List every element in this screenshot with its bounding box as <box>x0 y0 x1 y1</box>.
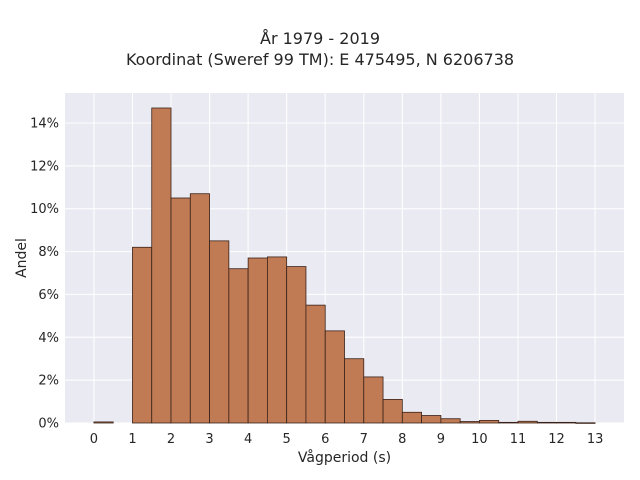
x-tick-label: 12 <box>548 432 565 447</box>
x-tick-label: 5 <box>283 432 291 447</box>
bars-group <box>93 107 596 424</box>
histogram-bar <box>401 411 423 424</box>
histogram-bar <box>556 421 577 424</box>
y-tick-label: 0% <box>38 417 59 432</box>
histogram-bar <box>247 257 268 424</box>
histogram-bar <box>151 107 172 424</box>
x-tick-label: 1 <box>128 432 136 447</box>
histogram-bar <box>228 268 249 424</box>
histogram-bar <box>498 421 519 424</box>
histogram-bar <box>266 256 288 424</box>
x-tick-label: 9 <box>437 432 445 447</box>
histogram-bar <box>421 415 442 424</box>
histogram-bar <box>440 418 461 424</box>
x-tick-label: 6 <box>321 432 329 447</box>
x-axis-label: Vågperiod (s) <box>298 449 391 466</box>
y-tick-label: 4% <box>38 331 59 346</box>
y-tick-label: 10% <box>30 202 59 217</box>
histogram-bar <box>324 330 345 424</box>
histogram-bar <box>536 421 557 424</box>
histogram-bar <box>132 246 153 424</box>
histogram-bar <box>209 240 230 424</box>
histogram-bar <box>170 197 191 424</box>
histogram-bar <box>575 422 596 424</box>
histogram-bar <box>286 266 307 424</box>
x-tick-label: 8 <box>398 432 406 447</box>
x-tick-label: 4 <box>244 432 252 447</box>
y-tick-label: 14% <box>30 117 59 132</box>
y-tick-label: 6% <box>38 288 59 303</box>
histogram-bar <box>93 421 114 424</box>
histogram-bar <box>305 304 326 424</box>
histogram-bar <box>189 193 210 424</box>
x-tick-label: 11 <box>510 432 527 447</box>
x-tick-label: 3 <box>205 432 213 447</box>
histogram-bar <box>382 399 403 424</box>
chart-title-line1: År 1979 - 2019 <box>260 29 380 48</box>
x-tick-label: 7 <box>360 432 368 447</box>
x-tick-label: 10 <box>471 432 488 447</box>
x-tick-label: 0 <box>90 432 98 447</box>
histogram-bar <box>344 358 365 424</box>
chart-title-line2: Koordinat (Sweref 99 TM): E 475495, N 62… <box>125 50 515 69</box>
histogram-bar <box>459 421 480 424</box>
y-tick-label: 8% <box>38 245 59 260</box>
y-axis-label: Andel <box>14 238 30 278</box>
histogram-bar <box>517 420 538 424</box>
x-tick-labels: 0 1 2 3 4 5 6 7 8 9 10 11 12 13 <box>90 432 604 447</box>
y-tick-label: 12% <box>30 159 59 174</box>
y-tick-label: 2% <box>38 374 59 389</box>
y-tick-labels: 0% 2% 4% 6% 8% 10% 12% 14% <box>30 117 59 432</box>
x-tick-label: 2 <box>167 432 175 447</box>
histogram-bar <box>363 376 384 424</box>
x-tick-label: 13 <box>587 432 604 447</box>
histogram-bar <box>479 420 500 424</box>
